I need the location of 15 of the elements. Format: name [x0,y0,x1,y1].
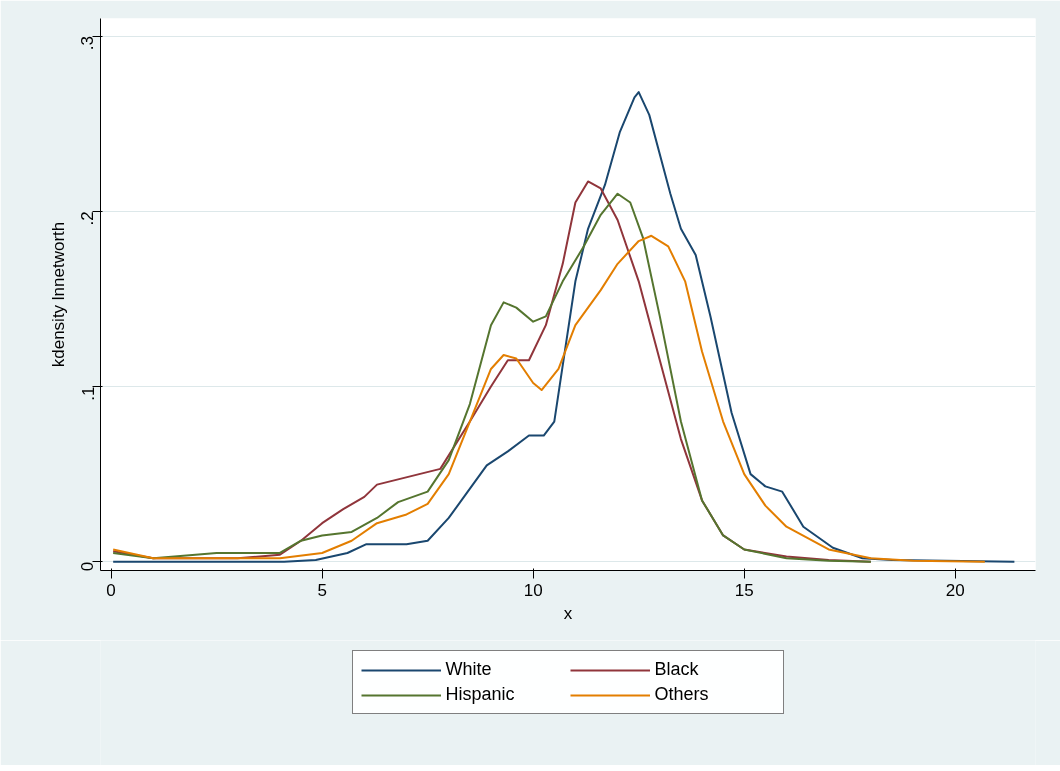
y-axis-title: kdensity lnnetworth [48,221,68,368]
legend-label: White [445,659,493,680]
x-tick-label: 10 [523,580,543,600]
legend-label: Hispanic [445,684,516,705]
x-axis-title: x [563,603,573,623]
y-tick-label: .3 [78,36,98,51]
x-tick-label: 5 [317,580,327,600]
legend-label: Others [654,684,710,705]
y-tick-label: .2 [78,211,98,226]
x-tick-label: 0 [106,580,116,600]
y-tick-label: .1 [78,386,98,401]
x-tick-label: 15 [734,580,754,600]
legend-label: Black [654,659,700,680]
x-tick-label: 20 [945,580,965,600]
y-tick-label: 0 [78,561,98,572]
